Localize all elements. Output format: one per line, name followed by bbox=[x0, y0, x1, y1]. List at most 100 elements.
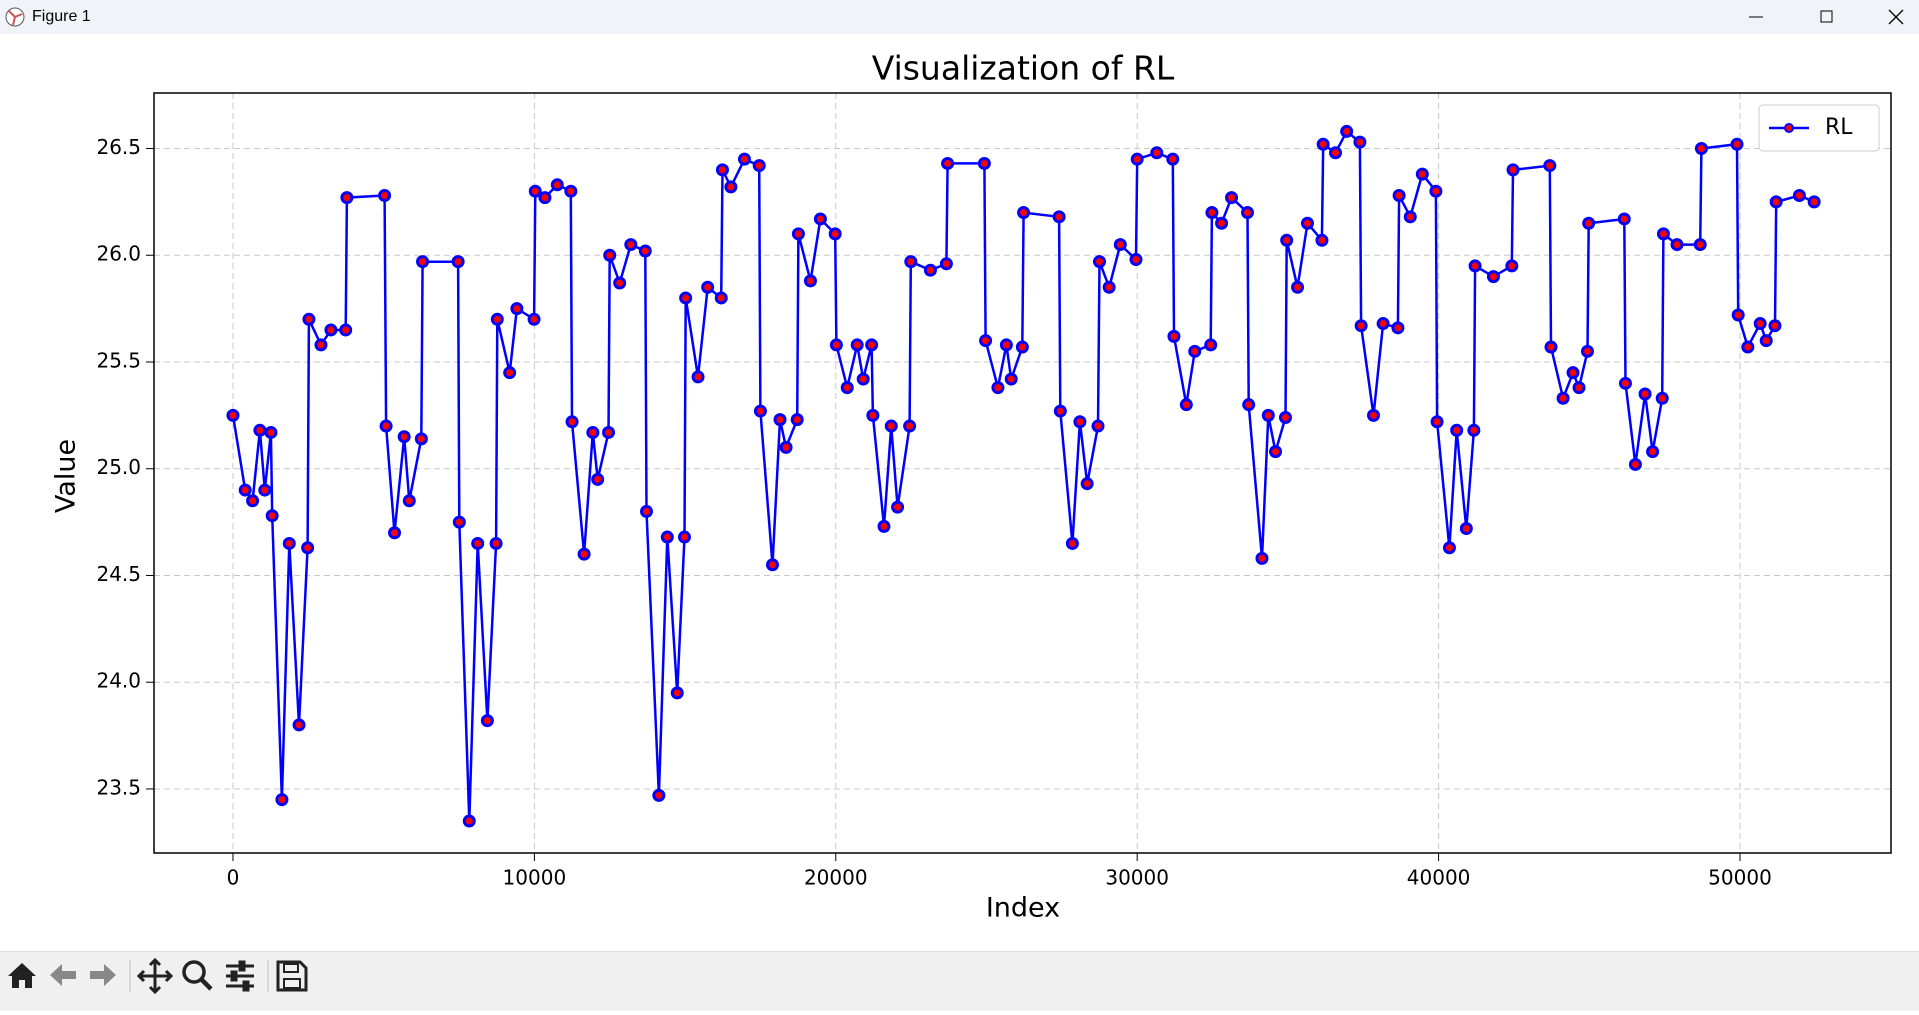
data-point bbox=[397, 430, 411, 444]
data-point bbox=[1278, 410, 1292, 424]
data-point bbox=[550, 178, 564, 192]
data-point bbox=[1618, 376, 1632, 390]
data-point bbox=[979, 334, 993, 348]
data-point bbox=[1291, 280, 1305, 294]
data-point bbox=[340, 191, 354, 205]
data-point bbox=[941, 156, 955, 170]
save-button[interactable] bbox=[276, 960, 308, 992]
data-point bbox=[1655, 391, 1669, 405]
data-point bbox=[1052, 210, 1066, 224]
data-point bbox=[1582, 216, 1596, 230]
data-point bbox=[1693, 238, 1707, 252]
data-point bbox=[991, 381, 1005, 395]
data-point bbox=[1467, 423, 1481, 437]
data-point bbox=[1329, 146, 1343, 160]
data-point bbox=[564, 184, 578, 198]
zoom-button[interactable] bbox=[182, 960, 213, 991]
data-point bbox=[1188, 344, 1202, 358]
x-tick-label: 50000 bbox=[1708, 866, 1772, 890]
data-point bbox=[1807, 195, 1821, 209]
data-point bbox=[1366, 408, 1380, 422]
data-point bbox=[840, 381, 854, 395]
data-point bbox=[1544, 340, 1558, 354]
data-point bbox=[791, 227, 805, 241]
x-tick-label: 20000 bbox=[804, 866, 868, 890]
data-point bbox=[624, 238, 638, 252]
data-point bbox=[490, 312, 504, 326]
window-controls[interactable] bbox=[1719, 0, 1919, 34]
app-icon bbox=[5, 7, 25, 27]
configure-button[interactable] bbox=[226, 960, 254, 992]
data-point bbox=[779, 440, 793, 454]
data-point bbox=[1225, 191, 1239, 205]
data-point bbox=[999, 338, 1013, 352]
legend-marker bbox=[1784, 123, 1794, 133]
y-tick-label: 26.0 bbox=[96, 242, 141, 266]
data-point bbox=[238, 483, 252, 497]
data-point bbox=[856, 372, 870, 386]
data-point bbox=[724, 180, 738, 194]
data-point bbox=[1459, 522, 1473, 536]
data-point bbox=[877, 519, 891, 533]
data-point bbox=[480, 714, 494, 728]
pan-button[interactable] bbox=[136, 957, 174, 995]
chart-title: Visualization of RL bbox=[872, 49, 1175, 88]
legend-label: RL bbox=[1825, 115, 1853, 140]
data-point bbox=[829, 338, 843, 352]
forward-button[interactable] bbox=[90, 964, 116, 986]
data-point bbox=[503, 366, 517, 380]
data-point bbox=[714, 291, 728, 305]
restore[interactable] bbox=[1820, 10, 1833, 23]
data-point bbox=[1065, 536, 1079, 550]
data-point bbox=[1129, 253, 1143, 267]
data-point bbox=[1430, 415, 1444, 429]
data-point bbox=[1391, 321, 1405, 335]
data-point bbox=[1731, 308, 1745, 322]
data-point bbox=[923, 263, 937, 277]
data-point bbox=[416, 255, 430, 269]
y-tick-label: 25.5 bbox=[96, 348, 141, 372]
data-point bbox=[451, 255, 465, 269]
data-point bbox=[1429, 184, 1443, 198]
data-point bbox=[258, 483, 272, 497]
close[interactable] bbox=[1888, 9, 1904, 25]
y-axis-label: Value bbox=[51, 439, 82, 513]
data-point bbox=[1269, 445, 1283, 459]
data-point bbox=[652, 788, 666, 802]
data-point bbox=[1556, 391, 1570, 405]
x-tick-label: 30000 bbox=[1105, 866, 1169, 890]
data-point bbox=[1261, 408, 1275, 422]
data-point bbox=[1506, 163, 1520, 177]
data-point bbox=[1102, 280, 1116, 294]
y-tick-label: 25.0 bbox=[96, 455, 141, 479]
x-tick-label: 10000 bbox=[503, 866, 567, 890]
data-point bbox=[314, 338, 328, 352]
legend-box bbox=[1758, 104, 1880, 152]
data-point bbox=[1315, 233, 1329, 247]
data-point bbox=[904, 255, 918, 269]
back-button[interactable] bbox=[50, 964, 76, 986]
data-point bbox=[691, 370, 705, 384]
data-point bbox=[1543, 159, 1557, 173]
data-point bbox=[677, 530, 691, 544]
data-point bbox=[471, 536, 485, 550]
data-point bbox=[701, 280, 715, 294]
data-point bbox=[865, 338, 879, 352]
data-point bbox=[1166, 152, 1180, 166]
data-point bbox=[253, 423, 267, 437]
data-point bbox=[660, 530, 674, 544]
data-point bbox=[1415, 167, 1429, 181]
data-point bbox=[1656, 227, 1670, 241]
home-button[interactable] bbox=[8, 963, 36, 988]
data-point bbox=[1091, 419, 1105, 433]
data-point bbox=[1080, 477, 1094, 491]
data-point bbox=[378, 188, 392, 202]
data-point bbox=[1353, 135, 1367, 149]
data-point bbox=[489, 536, 503, 550]
data-point bbox=[1017, 206, 1031, 220]
data-point bbox=[1004, 372, 1018, 386]
data-point bbox=[1300, 216, 1314, 230]
data-point bbox=[1240, 206, 1254, 220]
data-point bbox=[510, 302, 524, 316]
data-point bbox=[1759, 334, 1773, 348]
